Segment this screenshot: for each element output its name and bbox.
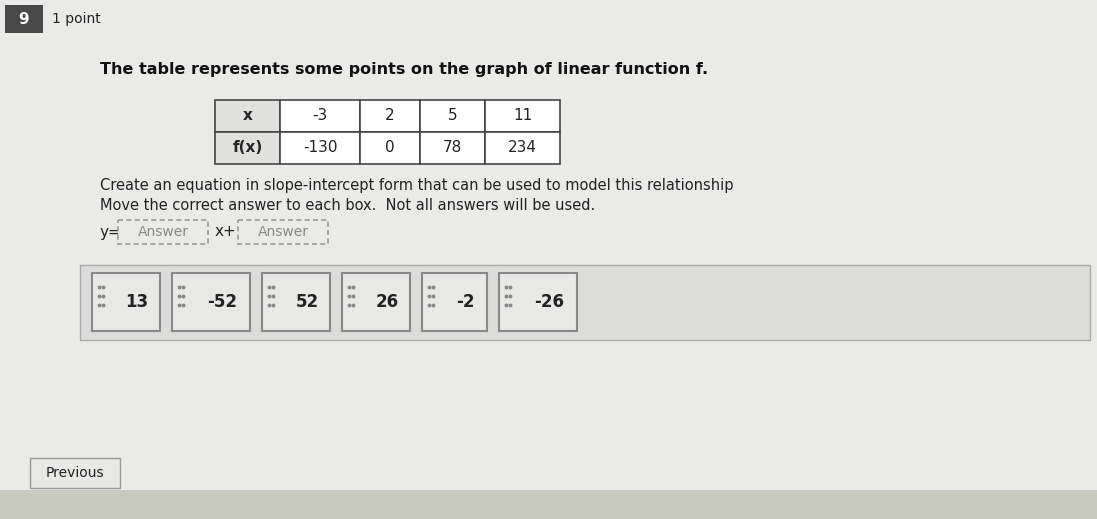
Bar bbox=[172, 273, 250, 331]
Text: Move the correct answer to each box.  Not all answers will be used.: Move the correct answer to each box. Not… bbox=[100, 198, 596, 213]
Bar bbox=[485, 132, 559, 164]
Text: y=: y= bbox=[100, 225, 122, 239]
Text: f(x): f(x) bbox=[233, 141, 262, 156]
Bar bbox=[215, 132, 280, 164]
Text: -26: -26 bbox=[534, 293, 564, 311]
Bar bbox=[499, 273, 577, 331]
Text: -3: -3 bbox=[313, 108, 328, 124]
Text: -2: -2 bbox=[456, 293, 475, 311]
Bar bbox=[118, 220, 208, 244]
Text: Previous: Previous bbox=[46, 466, 104, 480]
Bar bbox=[5, 5, 43, 33]
Bar bbox=[80, 265, 1090, 340]
Text: x+: x+ bbox=[215, 225, 237, 239]
Text: Answer: Answer bbox=[137, 225, 189, 239]
Bar bbox=[485, 100, 559, 132]
Text: -52: -52 bbox=[207, 293, 237, 311]
Text: 11: 11 bbox=[513, 108, 532, 124]
Bar bbox=[360, 100, 420, 132]
Text: Create an equation in slope-intercept form that can be used to model this relati: Create an equation in slope-intercept fo… bbox=[100, 178, 734, 193]
Text: 52: 52 bbox=[295, 293, 318, 311]
Text: -130: -130 bbox=[303, 141, 337, 156]
Text: 9: 9 bbox=[19, 11, 30, 26]
Text: x: x bbox=[242, 108, 252, 124]
Text: 5: 5 bbox=[448, 108, 457, 124]
Text: 26: 26 bbox=[375, 293, 398, 311]
Text: 2: 2 bbox=[385, 108, 395, 124]
Text: The table represents some points on the graph of linear function f.: The table represents some points on the … bbox=[100, 62, 709, 77]
Text: 1 point: 1 point bbox=[52, 12, 101, 26]
Bar bbox=[422, 273, 487, 331]
Bar bbox=[215, 100, 280, 132]
Bar bbox=[420, 100, 485, 132]
Bar bbox=[280, 100, 360, 132]
Bar bbox=[360, 132, 420, 164]
Text: 13: 13 bbox=[125, 293, 148, 311]
Text: 234: 234 bbox=[508, 141, 538, 156]
Bar bbox=[280, 132, 360, 164]
Bar bbox=[238, 220, 328, 244]
Text: 0: 0 bbox=[385, 141, 395, 156]
Bar bbox=[30, 458, 120, 488]
Bar bbox=[420, 132, 485, 164]
Bar bbox=[342, 273, 410, 331]
Text: 78: 78 bbox=[443, 141, 462, 156]
Bar bbox=[92, 273, 160, 331]
Text: Answer: Answer bbox=[258, 225, 308, 239]
Bar bbox=[262, 273, 330, 331]
